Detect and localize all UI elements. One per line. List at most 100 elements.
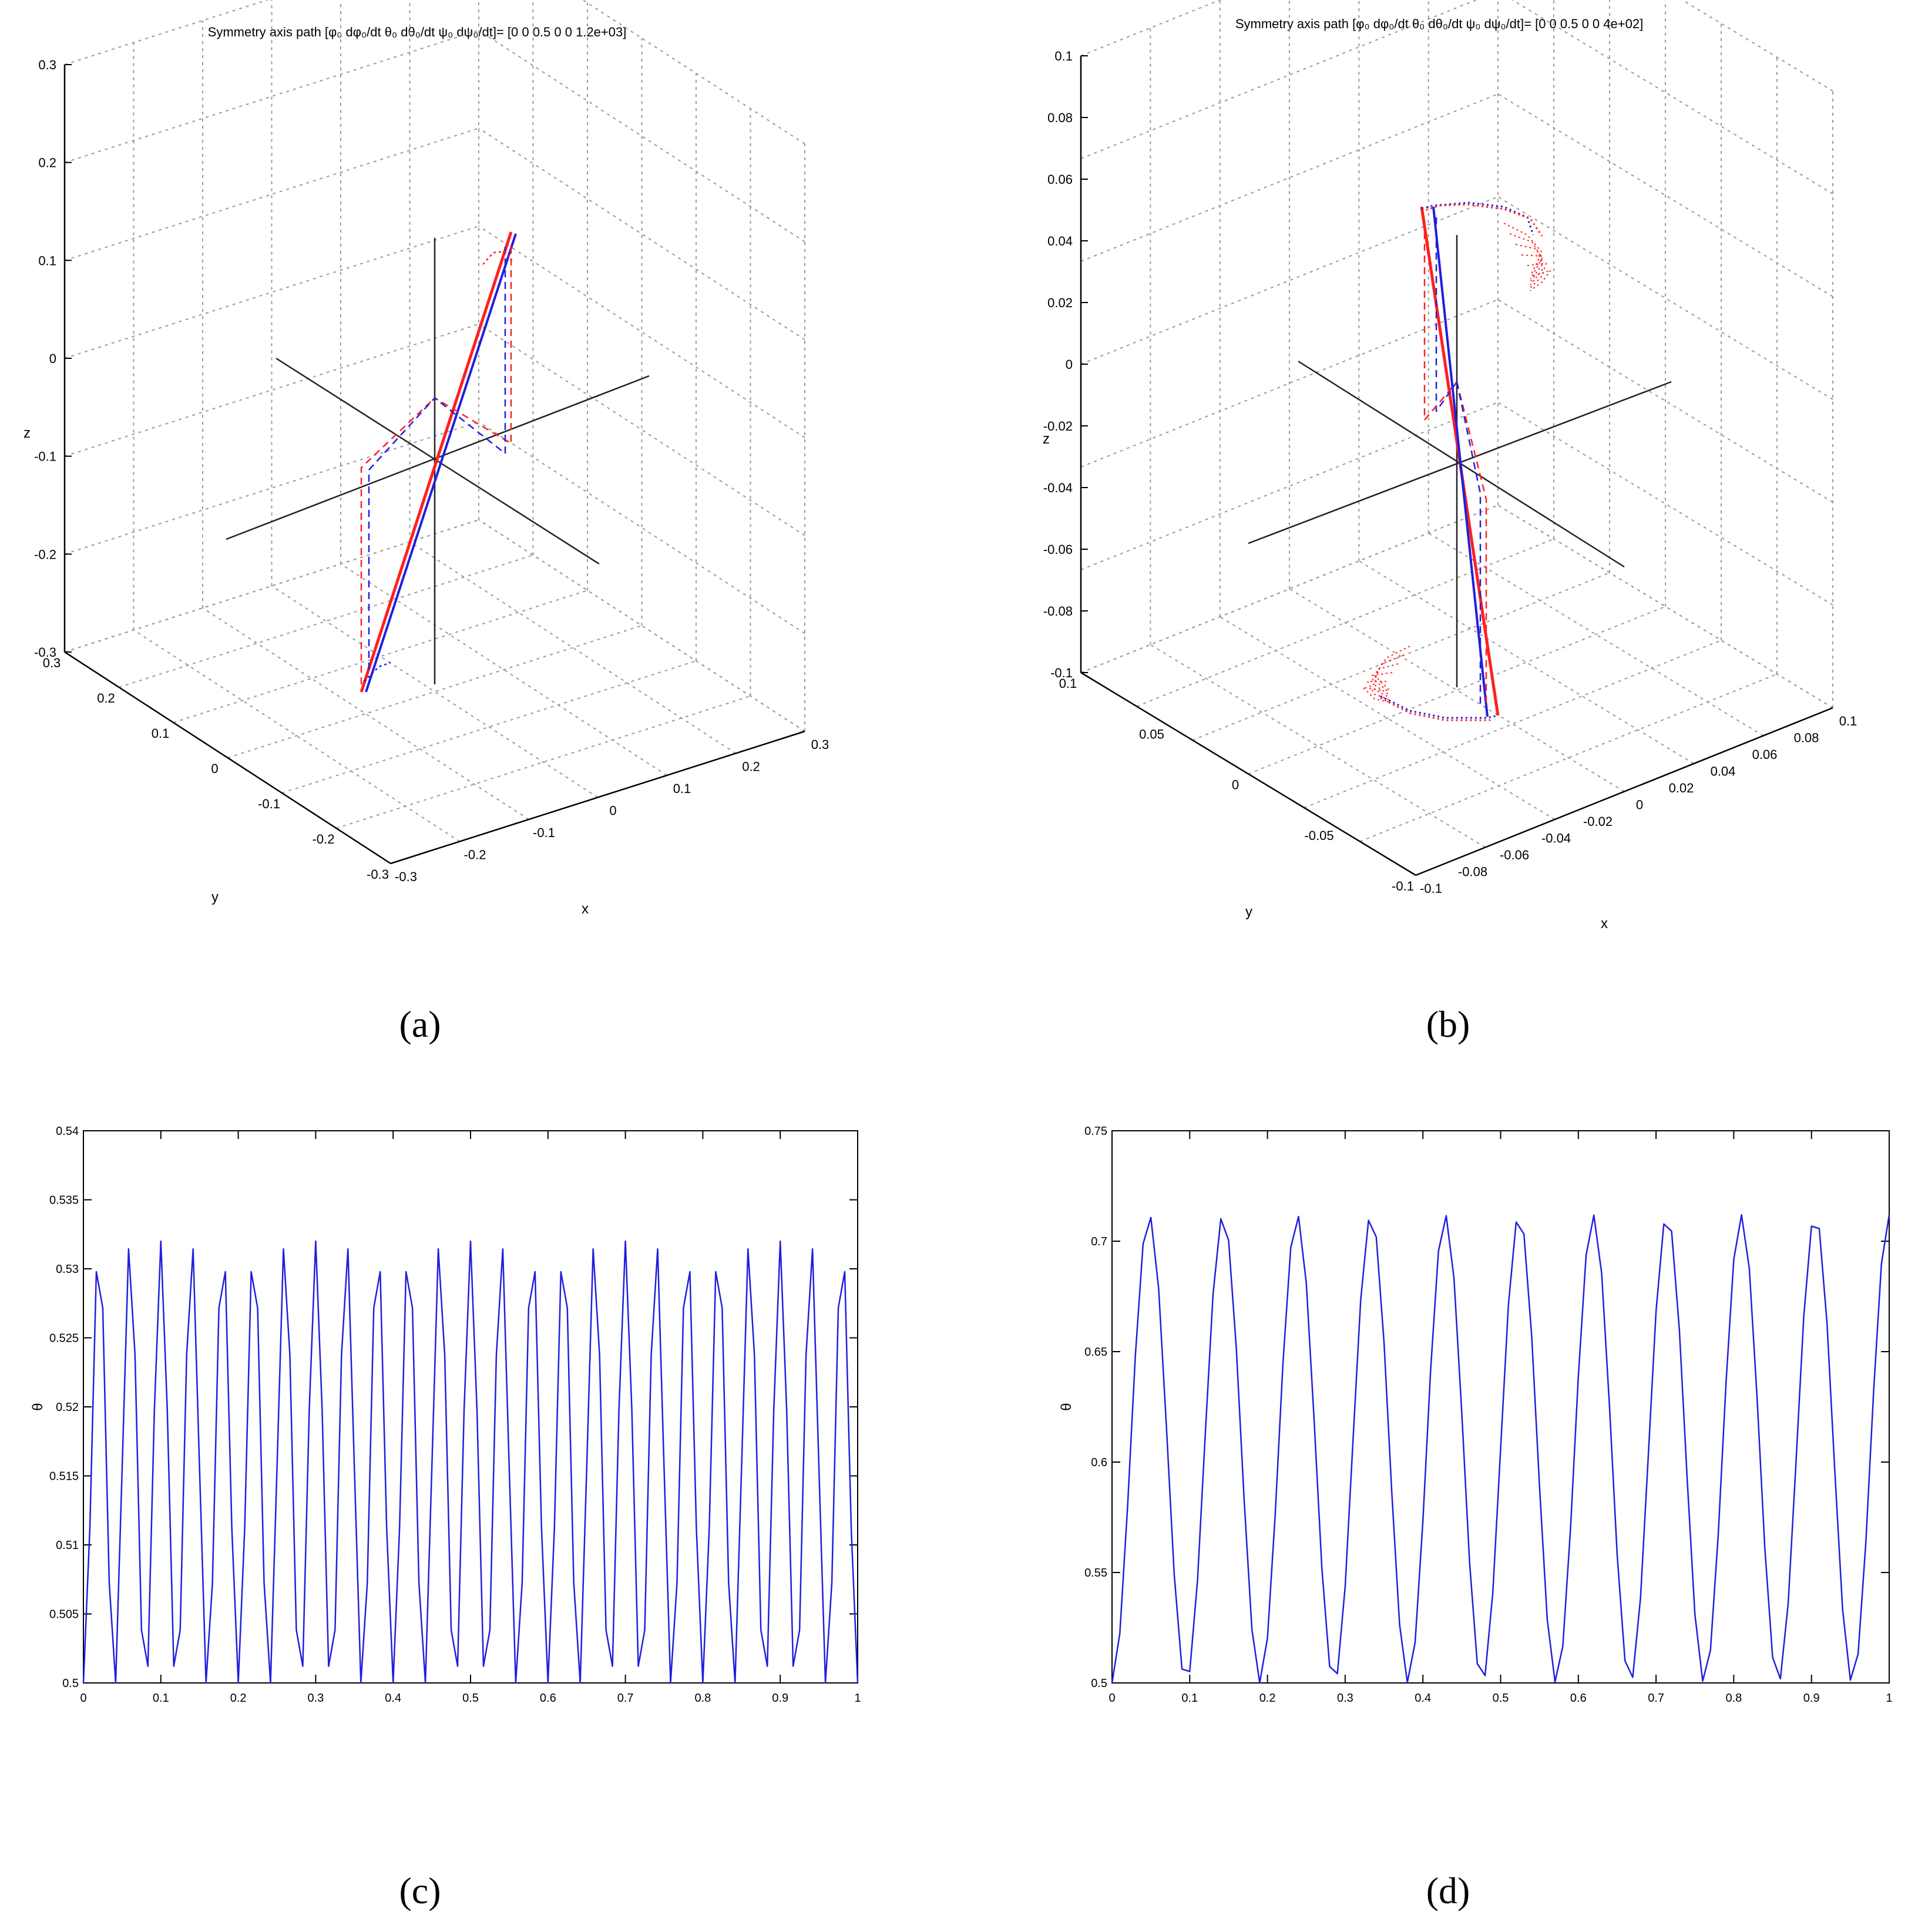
- projection-red-dashed: [434, 247, 512, 445]
- x-tick-label: 0.02: [1669, 781, 1694, 795]
- grid-line: [1289, 588, 1625, 792]
- projection-blue-dashed: [368, 397, 435, 670]
- x-tick-label: 0.6: [1570, 1692, 1587, 1705]
- x-tick-label: 0.4: [1415, 1692, 1431, 1705]
- panel-a-3d-plot: Symmetry axis path [φ₀ dφ₀/dt θ₀ dθ₀/dt …: [23, 0, 829, 917]
- x-tick-label: 0.4: [385, 1692, 401, 1705]
- grid-line: [173, 590, 588, 723]
- grid-line: [64, 226, 479, 359]
- y-tick-label: -0.05: [1304, 828, 1333, 843]
- x-tick-label: 0.9: [1803, 1692, 1820, 1705]
- panel-b-y-label: y: [1245, 904, 1252, 920]
- panel-b-tick-labels: 0.1 0.08 0.06 0.04 0.02 0 -0.02 -0.04 -0.06 -0.08…: [1043, 49, 1857, 896]
- y-tick-label: -0.2: [313, 832, 335, 846]
- grid-line: [1080, 196, 1499, 365]
- panel-b-grid: [1080, 0, 1833, 876]
- x-tick-label: 0.3: [307, 1692, 324, 1705]
- y-tick-label: -0.1: [258, 797, 280, 811]
- z-tick-label: 0.1: [38, 253, 56, 268]
- frame-edge: [1080, 671, 1416, 876]
- y-tick-label: 0.75: [1084, 1125, 1107, 1138]
- grid-line: [64, 29, 479, 163]
- z-tick-label: 0: [49, 351, 56, 366]
- x-tick-label: 1: [1886, 1692, 1892, 1705]
- grid-line: [64, 0, 269, 65]
- x-tick-label: 0: [1636, 798, 1643, 812]
- panel-d-line-plot: 0 0.1 0.2 0.3 0.4 0.5 0.6 0.7 0.8 0.9 1 0.5 0.55 0.6 0…: [1059, 1125, 1893, 1705]
- y-tick-label: 0.55: [1084, 1567, 1107, 1580]
- y-tick-label: -0.3: [367, 867, 389, 882]
- panel-a-data: [226, 231, 650, 693]
- panel-b-title: Symmetry axis path [φ₀ dφ₀/dt θ₀ dθ₀/dt …: [1235, 16, 1643, 31]
- projection-blue-dashed: [1435, 217, 1458, 412]
- frame-edge: [64, 651, 391, 865]
- y-tick-label: 0.515: [49, 1470, 79, 1483]
- grid-line: [1080, 0, 1478, 159]
- panel-a-title: Symmetry axis path [φ₀ dφ₀/dt θ₀ dθ₀/dt …: [208, 25, 627, 39]
- z-tick-label: 0.02: [1047, 295, 1073, 310]
- x-tick-label: -0.1: [533, 825, 555, 840]
- caption-c: (c): [399, 1870, 441, 1911]
- tip-path-red-dotted: [1380, 697, 1492, 721]
- panel-c-line-plot: 0 0.1 0.2 0.3 0.4 0.5 0.6 0.7 0.8 0.9 1 0.5 0.505 0.5…: [30, 1125, 861, 1705]
- theta-series-line: [1111, 1214, 1890, 1684]
- grid-line: [1497, 505, 1833, 708]
- grid-line: [202, 607, 529, 820]
- z-tick-label: -0.2: [34, 547, 56, 562]
- tip-path-red-dotted: [1372, 672, 1393, 698]
- y-tick-label: 0.1: [152, 726, 170, 741]
- grid-line: [1150, 644, 1486, 848]
- caption-a: (a): [399, 1003, 441, 1045]
- tip-path-red-dotted: [1527, 263, 1547, 288]
- panel-a-x-label: x: [582, 901, 589, 917]
- y-tick-label: 0.53: [56, 1263, 79, 1276]
- x-tick-label: 0.7: [1648, 1692, 1664, 1705]
- tip-path-blue-dotted: [1421, 201, 1534, 236]
- tip-path-red-dotted: [1515, 244, 1543, 283]
- x-tick-label: 0.1: [153, 1692, 169, 1705]
- x-tick-label: 0.3: [811, 737, 829, 752]
- projection-blue-dashed: [1456, 381, 1482, 705]
- caption-d: (d): [1426, 1870, 1470, 1911]
- x-tick-label: 0.6: [540, 1692, 556, 1705]
- projection-blue-dashed: [434, 247, 506, 455]
- x-tick-label: 0.2: [1259, 1692, 1276, 1705]
- z-tick-label: -0.02: [1043, 419, 1073, 434]
- symmetry-axis-red: [360, 231, 513, 693]
- grid-line: [582, 0, 805, 145]
- grid-line: [340, 563, 667, 776]
- grid-line: [409, 541, 737, 754]
- z-tick-label: 0.08: [1047, 110, 1073, 125]
- panel-a-z-label: z: [23, 425, 31, 441]
- x-tick-label: -0.3: [395, 869, 417, 884]
- y-tick-label: 0.1: [1059, 676, 1077, 691]
- tip-path-red-dotted: [1509, 233, 1543, 280]
- panel-a-y-label: y: [211, 889, 219, 905]
- x-tick-label: -0.2: [464, 848, 486, 862]
- x-tick-label: 0: [609, 804, 616, 818]
- z-tick-label: -0.1: [1050, 666, 1073, 680]
- y-axis-label: θ: [1059, 1403, 1074, 1410]
- x-tick-label: -0.04: [1541, 831, 1571, 846]
- z-tick-label: -0.04: [1043, 481, 1073, 495]
- y-tick-label: 0: [1232, 778, 1239, 792]
- grid-line: [227, 625, 642, 758]
- y-tick-label: -0.1: [1392, 879, 1414, 893]
- grid-line: [1497, 196, 1833, 400]
- plot-frame: [1111, 1130, 1890, 1684]
- x-tick-label: 0.1: [1181, 1692, 1198, 1705]
- panel-b-x-label: x: [1601, 916, 1608, 932]
- tip-path-red-dotted: [1421, 203, 1543, 237]
- grid-line: [478, 421, 805, 634]
- y-tick-label: 0.3: [43, 656, 61, 670]
- x-tick-label: 0.04: [1711, 764, 1736, 779]
- grid-line: [1358, 560, 1694, 764]
- theta-series-line: [82, 1240, 859, 1684]
- grid-line: [478, 127, 805, 341]
- panel-d-plot-area: 0 0.1 0.2 0.3 0.4 0.5 0.6 0.7 0.8 0.9 1 0.5 0.55 0.6 0…: [1059, 1125, 1893, 1705]
- x-tick-label: 0.1: [673, 781, 691, 796]
- grid-line: [119, 555, 533, 688]
- z-tick-label: -0.06: [1043, 542, 1073, 557]
- y-tick-label: 0.54: [56, 1125, 79, 1138]
- grid-line: [1080, 505, 1499, 673]
